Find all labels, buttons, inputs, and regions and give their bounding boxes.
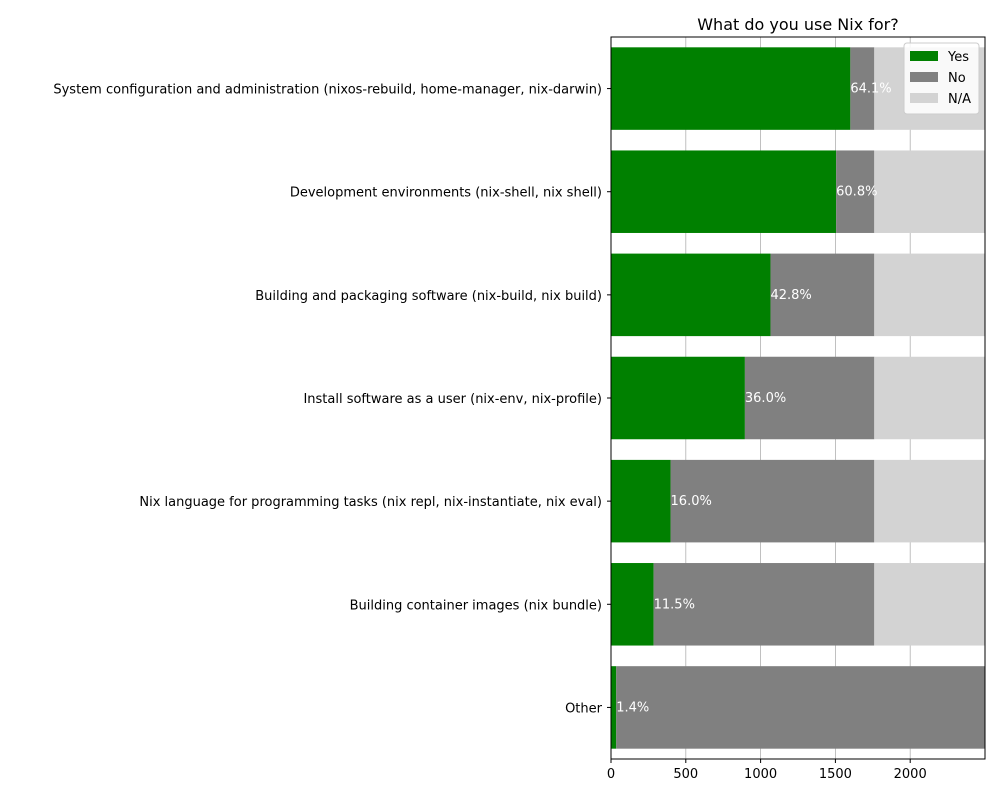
bar-yes-2 [611, 253, 771, 337]
legend-label-0: Yes [947, 50, 969, 65]
legend-swatch-2 [910, 93, 938, 103]
data-label-6: 1.4% [616, 700, 649, 715]
y-tick-label-5: Building container images (nix bundle) [350, 598, 602, 613]
x-tick-label-1: 500 [673, 767, 698, 782]
bar-n-a-5 [874, 563, 985, 646]
y-tick-label-2: Building and packaging software (nix-bui… [255, 289, 602, 304]
bar-n-a-3 [874, 356, 985, 440]
y-tick-label-1: Development environments (nix-shell, nix… [290, 186, 602, 201]
data-label-0: 64.1% [850, 82, 891, 97]
data-label-5: 11.5% [654, 597, 695, 612]
x-tick-label-3: 1500 [819, 767, 852, 782]
x-tick-label-0: 0 [607, 767, 615, 782]
bar-no-5 [653, 563, 875, 646]
data-label-2: 42.8% [770, 288, 811, 303]
data-labels: 64.1% 60.8% 42.8% 36.0% 16.0% 11.5% 1.4% [616, 82, 891, 716]
bar-n-a-2 [874, 253, 985, 337]
x-tick-label-4: 2000 [894, 767, 927, 782]
y-tick-label-0: System configuration and administration … [53, 83, 602, 98]
bars [611, 47, 985, 749]
bar-yes-1 [611, 150, 837, 233]
y-tick-label-6: Other [565, 701, 603, 716]
legend: Yes No N/A [903, 42, 980, 115]
x-ticks: 0 500 1000 1500 2000 [607, 759, 927, 782]
y-ticks: System configuration and administration … [53, 83, 611, 716]
bar-yes-5 [611, 563, 654, 646]
x-tick-label-2: 1000 [744, 767, 777, 782]
bar-yes-4 [611, 459, 671, 543]
data-label-4: 16.0% [671, 494, 712, 509]
bar-yes-3 [611, 356, 745, 440]
bar-no-0 [850, 47, 875, 130]
bar-yes-6 [611, 666, 617, 749]
legend-swatch-1 [910, 72, 938, 82]
y-tick-label-4: Nix language for programming tasks (nix … [139, 495, 602, 510]
data-label-3: 36.0% [745, 391, 786, 406]
bar-yes-0 [611, 47, 851, 130]
data-label-1: 60.8% [836, 185, 877, 200]
legend-label-1: No [948, 71, 966, 86]
bar-no-1 [836, 150, 875, 233]
legend-label-2: N/A [948, 92, 971, 107]
bar-no-4 [670, 459, 875, 543]
bar-n-a-1 [874, 150, 985, 233]
chart-title: What do you use Nix for? [697, 15, 899, 34]
bar-no-6 [616, 666, 985, 749]
bar-no-3 [744, 356, 875, 440]
bar-no-2 [770, 253, 875, 337]
y-tick-label-3: Install software as a user (nix-env, nix… [303, 392, 602, 407]
bar-n-a-4 [874, 459, 985, 543]
legend-swatch-0 [910, 51, 938, 61]
